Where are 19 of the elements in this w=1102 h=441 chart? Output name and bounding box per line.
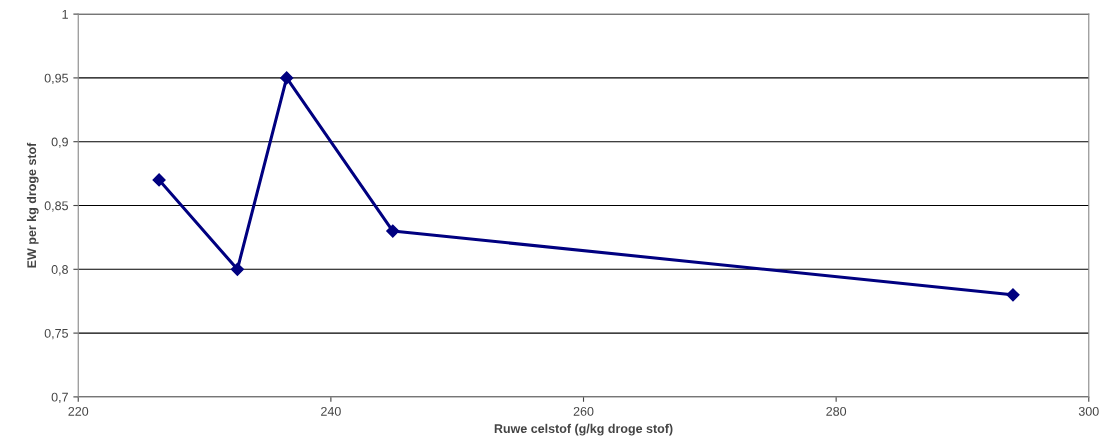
x-tick-label: 220 [68,406,89,416]
x-axis-title: Ruwe celstof (g/kg droge stof) [494,423,673,436]
point [386,224,400,238]
y-tick-label: 0,95 [44,73,68,85]
y-tick-label: 0,9 [51,137,68,148]
point [280,71,294,85]
y-tick-label: 0,75 [44,328,68,340]
y-tick-label: 1 [62,10,68,19]
y-tick-label: 0,8 [51,265,68,276]
x-tick-label: 300 [1078,406,1099,416]
y-tick-label: 0,85 [44,201,68,212]
point [152,173,166,187]
y-tick-label: 0,7 [51,392,68,404]
x-tick-label: 280 [826,406,847,416]
point [230,262,244,276]
point [1006,288,1020,302]
y-axis-title: EW per kg droge stof [26,142,39,268]
x-tick-label: 260 [573,406,594,416]
x-tick-label: 240 [321,406,341,416]
